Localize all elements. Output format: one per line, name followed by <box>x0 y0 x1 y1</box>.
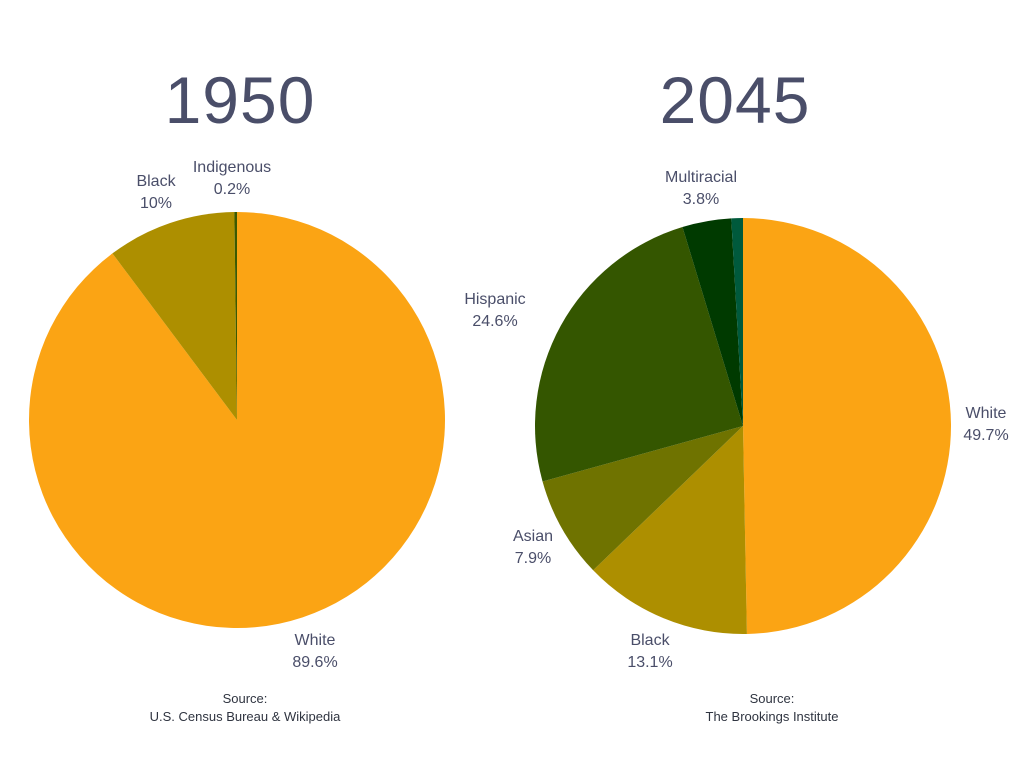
label-name: Indigenous <box>192 159 272 176</box>
label-value: 13.1% <box>627 654 673 671</box>
pie-slice-1950-white <box>28 212 445 628</box>
label-value: 7.9% <box>514 550 552 567</box>
label-value: 10% <box>139 195 173 212</box>
label-name: Asian <box>512 528 554 545</box>
label-2045-black: Black 13.1% <box>590 630 710 674</box>
source-text: The Brookings Institute <box>705 709 839 724</box>
pie-slice-1950-indigenous <box>234 212 237 420</box>
label-2045-hispanic: Hispanic 24.6% <box>435 289 555 333</box>
label-value: 49.7% <box>963 427 1009 444</box>
label-value: 0.2% <box>213 181 251 198</box>
label-value: 24.6% <box>472 313 518 330</box>
source-heading: Source: <box>222 691 268 706</box>
chart-title-2045: 2045 <box>659 63 811 137</box>
label-1950-black: Black 10% <box>96 171 216 215</box>
label-2045-multiracial: Multiracial 3.8% <box>641 167 761 211</box>
source-heading: Source: <box>749 691 795 706</box>
source-1950: Source: U.S. Census Bureau & Wikipedia <box>95 690 395 726</box>
label-2045-white: White 49.7% <box>926 403 1024 447</box>
chart-title-1950: 1950 <box>164 63 316 137</box>
label-1950-white: White 89.6% <box>255 630 375 674</box>
pie-slice-2045-black <box>593 426 747 635</box>
pie-slice-2045-unlabeled <box>731 218 743 426</box>
pie-slice-2045-asian <box>542 426 743 571</box>
label-1950-indigenous: Indigenous 0.2% <box>172 157 292 201</box>
label-name: White <box>965 405 1007 422</box>
source-text: U.S. Census Bureau & Wikipedia <box>149 709 341 724</box>
label-2045-asian: Asian 7.9% <box>473 526 593 570</box>
label-value: 3.8% <box>682 191 720 208</box>
label-name: Black <box>136 173 176 190</box>
label-name: Multiracial <box>664 169 737 186</box>
label-name: White <box>294 632 336 649</box>
pie-slice-1950-black <box>112 212 237 420</box>
label-name: Black <box>630 632 670 649</box>
pie-slice-2045-white <box>743 218 952 634</box>
pie-slice-2045-hispanic <box>535 227 743 482</box>
label-value: 89.6% <box>292 654 338 671</box>
source-2045: Source: The Brookings Institute <box>622 690 922 726</box>
pie-slice-2045-multiracial <box>682 218 743 426</box>
label-name: Hispanic <box>464 291 526 308</box>
